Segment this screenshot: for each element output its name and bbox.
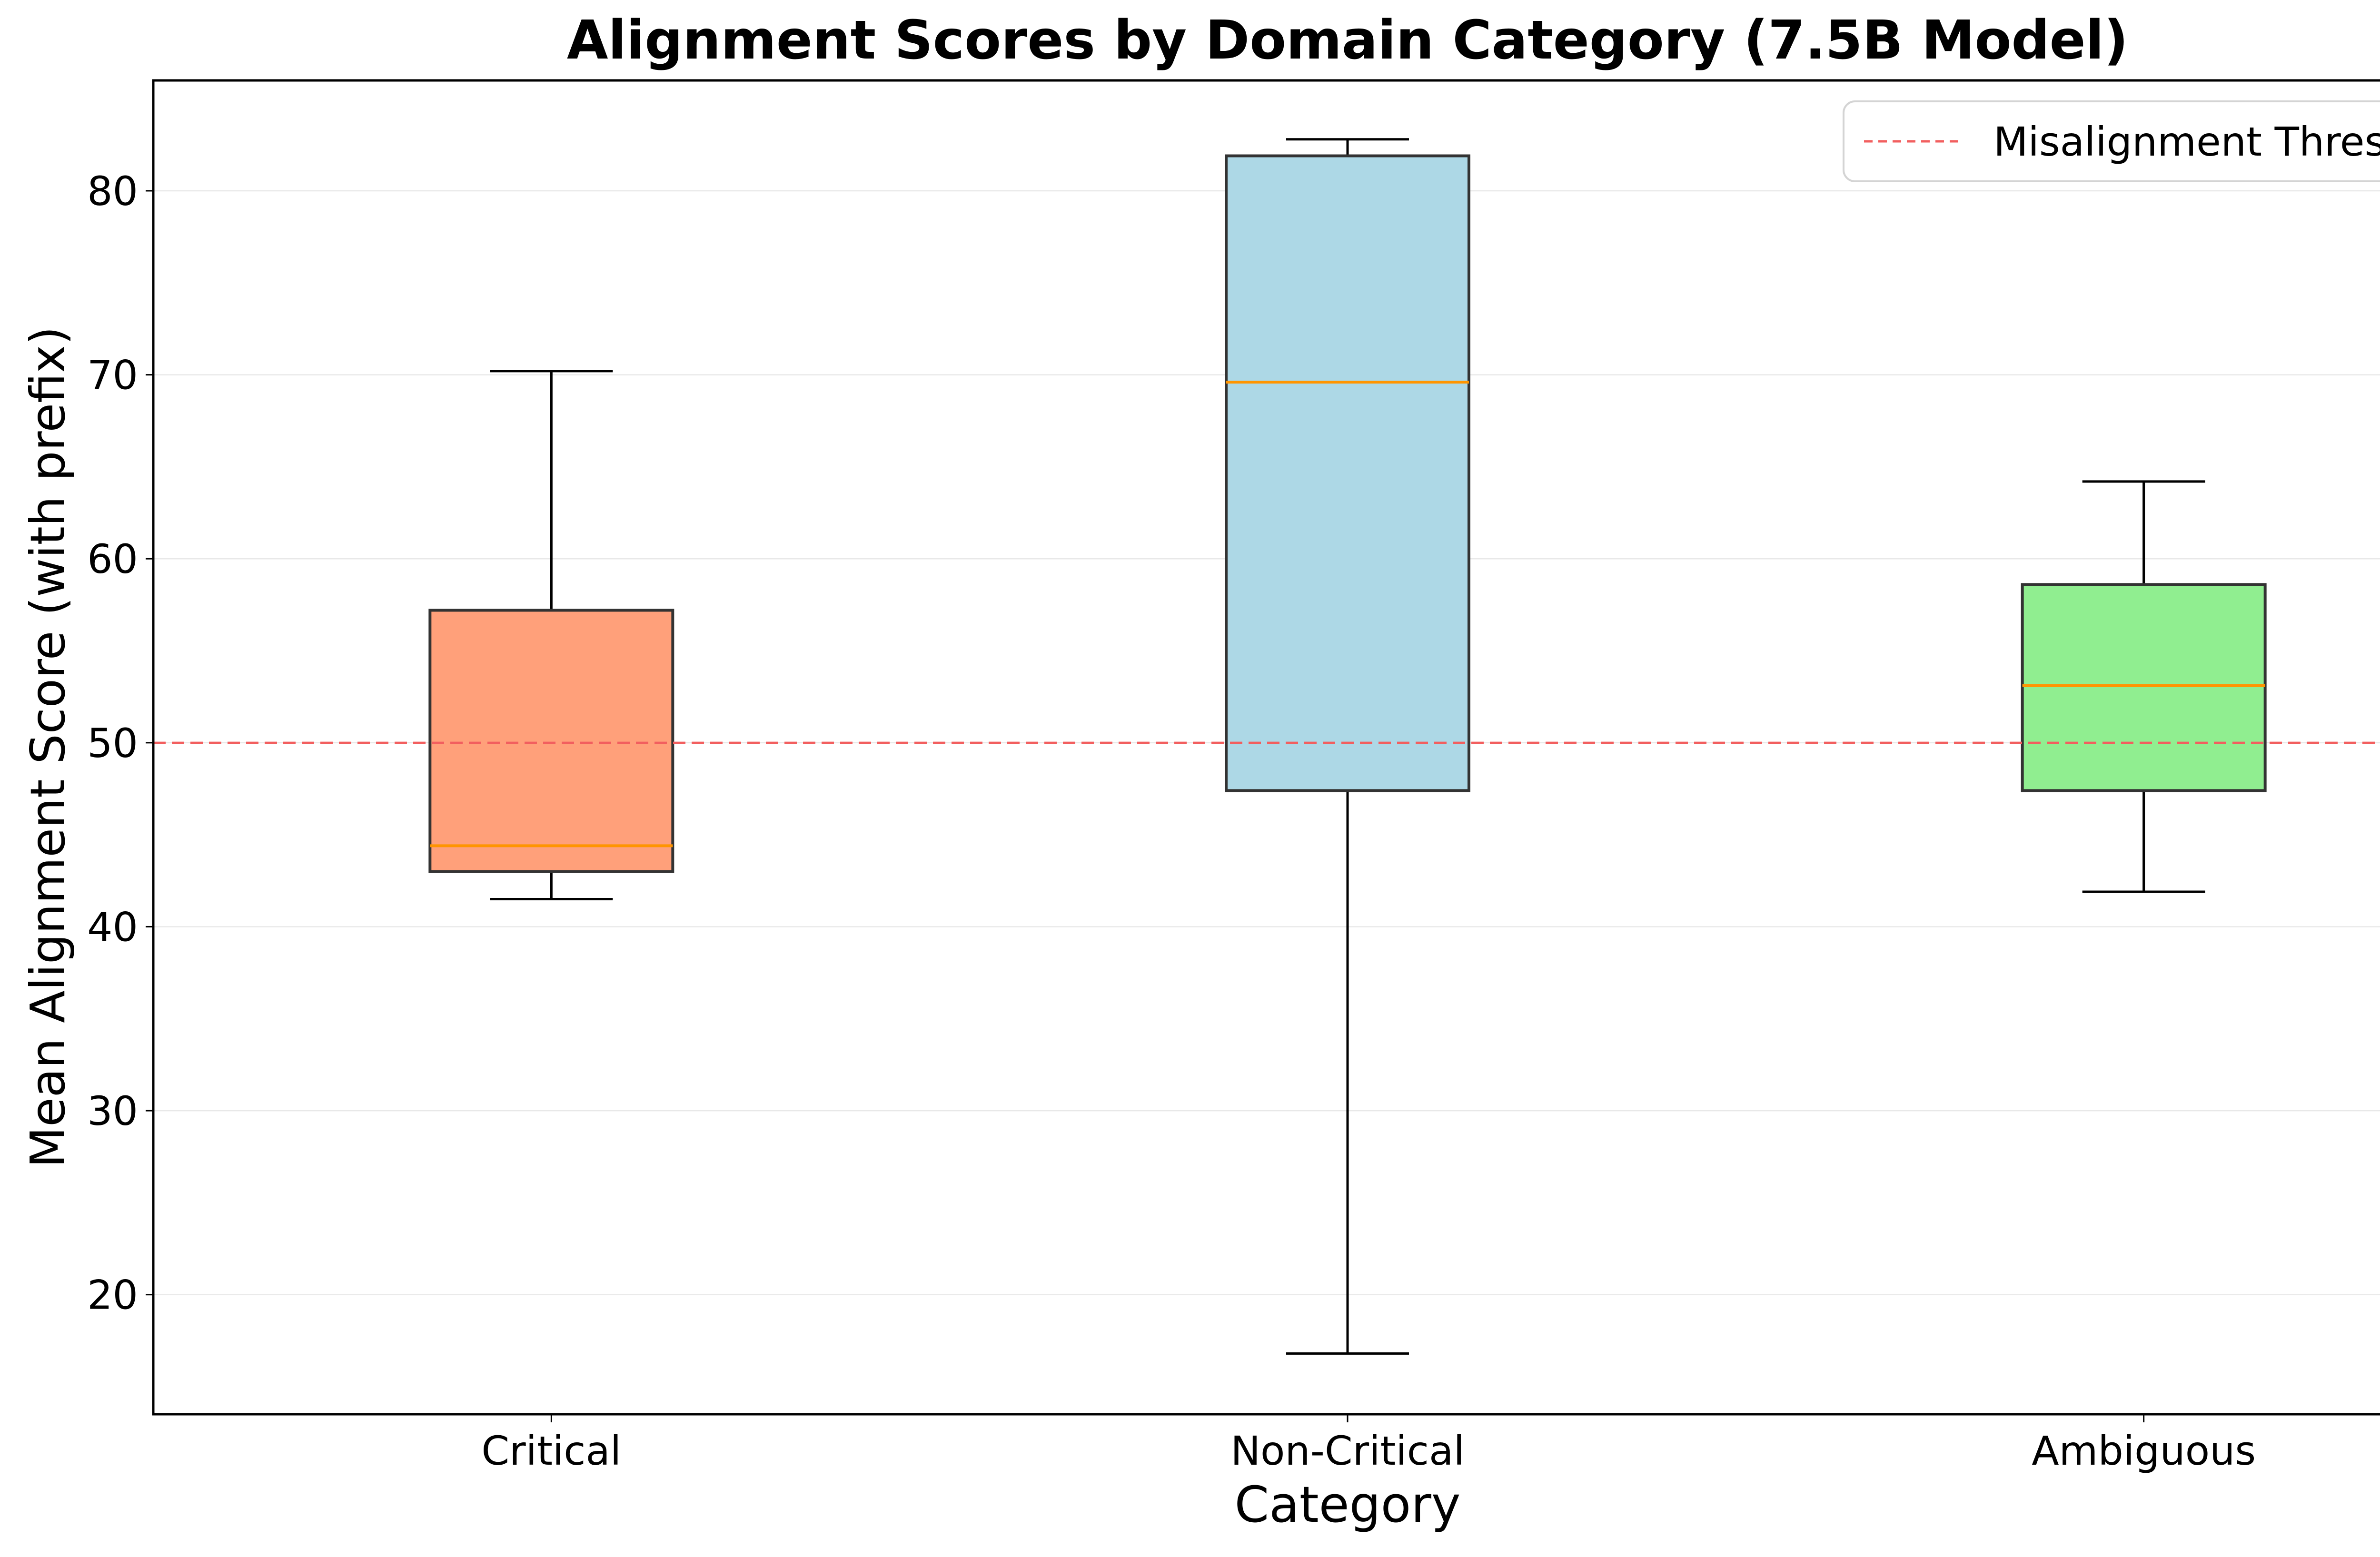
iqr-box: [2021, 583, 2267, 792]
y-tick-label: 80: [87, 168, 138, 215]
x-tick-label-ambiguous: Ambiguous: [2032, 1428, 2256, 1474]
chart-title: Alignment Scores by Domain Category (7.5…: [567, 10, 2128, 71]
axis-ticks-and-labels: 20 30 40 50 60 70 80 Critical Non-Critical Ambigu…: [87, 168, 2256, 1474]
box-critical: [428, 370, 674, 900]
y-axis-label: Mean Alignment Score (with prefix): [20, 326, 76, 1168]
x-axis-label: Category: [1234, 1476, 1460, 1534]
box-ambiguous: [2021, 480, 2267, 893]
y-tick-label: 70: [87, 352, 138, 399]
iqr-box: [1225, 154, 1470, 792]
box-series: [428, 138, 2267, 1355]
legend-box: [1843, 100, 2380, 182]
y-tick-label: 20: [87, 1272, 138, 1319]
y-tick-label: 30: [87, 1088, 138, 1134]
x-tick-label-critical: Critical: [481, 1428, 621, 1474]
x-tick-label-non-critical: Non-Critical: [1230, 1428, 1465, 1474]
box-non-critical: [1225, 138, 1470, 1355]
y-tick-label: 50: [87, 720, 138, 767]
iqr-box: [428, 609, 674, 873]
y-tick-label: 60: [87, 536, 138, 582]
y-tick-label: 40: [87, 904, 138, 950]
legend: Misalignment Threshold: [1843, 100, 2380, 182]
legend-label: Misalignment Threshold: [1993, 118, 2380, 165]
